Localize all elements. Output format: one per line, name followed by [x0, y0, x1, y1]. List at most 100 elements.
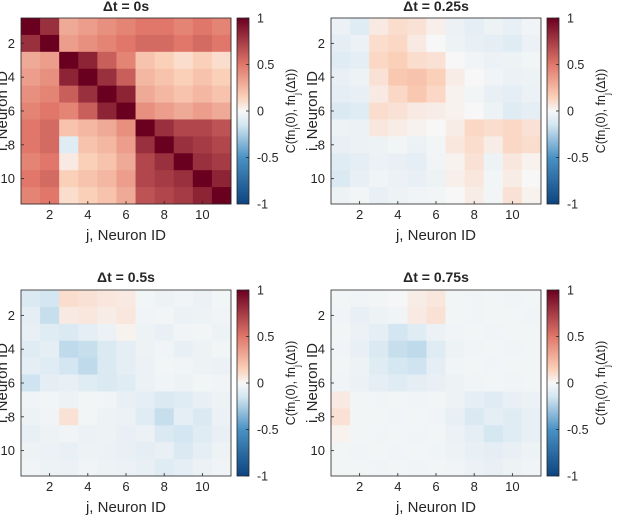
heatmap-cell — [369, 170, 389, 188]
heatmap-cell — [426, 170, 446, 188]
heatmap-cell — [59, 357, 79, 375]
heatmap-cell — [426, 374, 446, 392]
heatmap-cell — [192, 459, 213, 477]
heatmap-cell — [40, 306, 60, 325]
heatmap-cell — [116, 306, 136, 325]
heatmap-cell — [154, 408, 175, 426]
heatmap-cell — [331, 425, 351, 443]
heatmap-cell — [331, 102, 351, 120]
heatmap-cell — [40, 391, 60, 409]
heatmap-cell — [192, 136, 213, 154]
heatmap-cell — [331, 119, 351, 137]
heatmap-cell — [388, 136, 408, 154]
heatmap-cell — [521, 340, 542, 359]
heatmap-cell — [211, 340, 232, 359]
heatmap-cell — [445, 85, 466, 103]
heatmap-cell — [426, 68, 446, 87]
heatmap-cell — [116, 85, 136, 103]
heatmap-cell — [78, 357, 98, 375]
heatmap-cell — [426, 85, 446, 103]
chart-title: Δt = 0.5s — [97, 269, 155, 285]
heatmap-cell — [350, 170, 370, 188]
colorbar-tick-label: -1 — [257, 198, 268, 212]
heatmap-cell — [369, 136, 389, 154]
heatmap-cell — [97, 119, 117, 137]
heatmap-cell — [388, 306, 408, 325]
heatmap-cell — [483, 119, 504, 137]
heatmap-cell — [445, 425, 466, 443]
heatmap-cell — [483, 357, 504, 375]
heatmap-cell — [135, 136, 156, 154]
y-axis-label: i, Neuron ID — [304, 71, 321, 151]
heatmap-cell — [426, 323, 446, 342]
heatmap-cell — [97, 425, 117, 443]
colorbar-tick-label: -0.5 — [567, 151, 589, 165]
heatmap-cell — [350, 187, 370, 205]
heatmap-cell — [116, 425, 136, 443]
heatmap-cell — [464, 119, 485, 137]
heatmap-cell — [59, 51, 79, 70]
colorbar-tick-label: -0.5 — [257, 423, 279, 437]
heatmap-cell — [154, 357, 175, 375]
heatmap-cell — [426, 34, 446, 53]
y-axis-label: i, Neuron ID — [304, 343, 321, 423]
heatmap-cell — [135, 306, 156, 325]
heatmap-cell — [97, 391, 117, 409]
heatmap-cell — [521, 119, 542, 137]
heatmap-cell — [407, 408, 427, 426]
heatmap-cell — [426, 290, 446, 308]
heatmap-cell — [21, 306, 41, 325]
heatmap-cell — [426, 459, 446, 477]
heatmap-cell — [331, 459, 351, 477]
heatmap-cell — [135, 442, 156, 460]
colorbar-label: C(fni(0), fnj(Δt)) — [594, 69, 612, 154]
heatmap-cell — [521, 290, 542, 308]
heatmap-cell — [192, 442, 213, 460]
x-axis-label: j, Neuron ID — [85, 227, 166, 244]
heatmap-cell — [97, 68, 117, 87]
heatmap-cell — [97, 323, 117, 342]
heatmap-cell — [97, 136, 117, 154]
heatmap-cell — [521, 170, 542, 188]
heatmap-cell — [21, 340, 41, 359]
heatmap-cell — [21, 357, 41, 375]
heatmap-cell — [116, 18, 136, 36]
heatmap-cell — [40, 408, 60, 426]
heatmap-cell — [78, 408, 98, 426]
x-tick-label: 6 — [432, 479, 439, 494]
heatmap-cell — [154, 187, 175, 205]
heatmap-cell — [59, 170, 79, 188]
colorbar-tick-label: 0 — [567, 105, 574, 119]
heatmap-cell — [173, 153, 194, 171]
heatmap-cell — [211, 68, 232, 87]
heatmap-cell — [369, 306, 389, 325]
heatmap-cell — [502, 323, 523, 342]
heatmap-cell — [78, 323, 98, 342]
heatmap-cell — [331, 442, 351, 460]
y-tick-label: 6 — [8, 104, 15, 119]
heatmap-cell — [483, 18, 504, 36]
heatmap-cell — [369, 119, 389, 137]
colorbar-tick-label: -0.5 — [257, 151, 279, 165]
heatmap-cell — [350, 357, 370, 375]
x-tick-label: 4 — [84, 479, 91, 494]
heatmap-cell — [388, 34, 408, 53]
heatmap-cell — [116, 459, 136, 477]
heatmap-cell — [502, 187, 523, 205]
heatmap-cell — [116, 408, 136, 426]
heatmap-cell — [135, 391, 156, 409]
heatmap-cell — [192, 18, 213, 36]
heatmap-cell — [369, 408, 389, 426]
heatmap-cell — [502, 68, 523, 87]
heatmap-cell — [502, 34, 523, 53]
x-tick-label: 4 — [394, 207, 401, 222]
heatmap-cell — [78, 374, 98, 392]
heatmap-cell — [21, 170, 41, 188]
heatmap-cell — [97, 459, 117, 477]
heatmap-cell — [369, 102, 389, 120]
heatmap-cell — [21, 18, 41, 36]
heatmap-cell — [502, 153, 523, 171]
heatmap-cell — [78, 290, 98, 308]
